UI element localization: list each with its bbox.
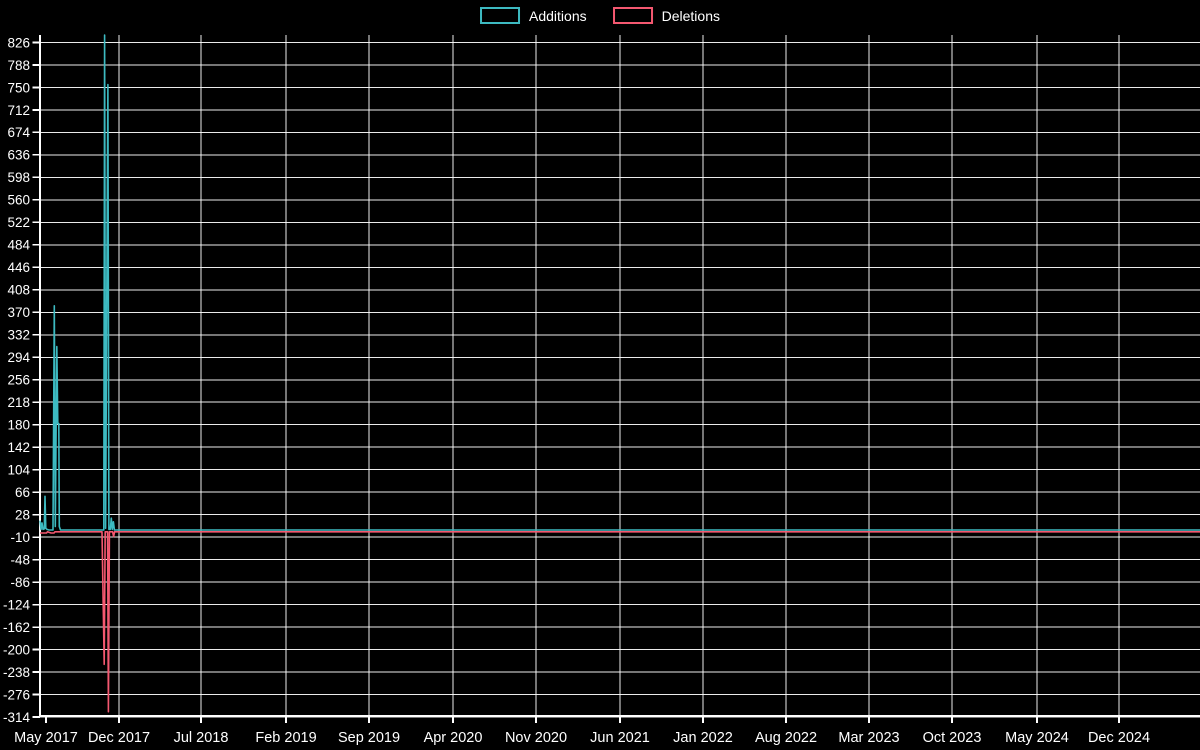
- y-tick-label: 66: [15, 485, 30, 500]
- series-line-additions: [39, 34, 1200, 531]
- x-tick-label: Sep 2019: [338, 730, 400, 746]
- deletions-swatch-icon: [612, 7, 653, 24]
- x-tick-label: May 2024: [1005, 730, 1069, 746]
- y-tick-label: 826: [7, 35, 30, 50]
- y-tick-label: 674: [7, 125, 30, 140]
- y-tick-label: -124: [3, 597, 31, 612]
- x-tick-label: Jun 2021: [590, 730, 650, 746]
- y-tick-label: 294: [7, 350, 30, 365]
- legend-label-deletions: Deletions: [661, 7, 720, 24]
- y-tick-label: 636: [7, 148, 30, 163]
- y-tick-label: 446: [7, 260, 30, 275]
- x-tick-label: Jul 2018: [174, 730, 229, 746]
- legend-item-deletions[interactable]: Deletions: [612, 7, 720, 24]
- y-tick-label: 788: [7, 58, 30, 73]
- plot-area[interactable]: [40, 35, 1200, 716]
- y-tick-label: 598: [7, 170, 30, 185]
- legend: Additions Deletions: [480, 7, 720, 24]
- legend-item-additions[interactable]: Additions: [480, 7, 587, 24]
- y-tick-label: 522: [7, 215, 30, 230]
- x-tick-label: May 2017: [14, 730, 78, 746]
- y-tick-label: 484: [7, 238, 30, 253]
- y-tick-label: 180: [7, 418, 30, 433]
- y-tick-label: 104: [7, 463, 30, 478]
- legend-label-additions: Additions: [529, 7, 587, 24]
- y-tick-label: -10: [10, 530, 30, 545]
- y-tick-label: -200: [3, 642, 30, 657]
- y-tick-label: 142: [7, 440, 30, 455]
- x-tick-label: Dec 2024: [1088, 730, 1150, 746]
- y-tick-label: -48: [10, 552, 30, 567]
- x-tick-label: Mar 2023: [838, 730, 899, 746]
- y-tick-label: 28: [15, 508, 30, 523]
- y-tick-label: 332: [7, 328, 30, 343]
- additions-swatch-icon: [480, 7, 521, 24]
- y-tick-label: -238: [3, 665, 30, 680]
- x-tick-label: Jan 2022: [673, 730, 733, 746]
- x-tick-label: Oct 2023: [923, 730, 982, 746]
- x-tick-label: Dec 2017: [88, 730, 150, 746]
- y-tick-label: 750: [7, 80, 30, 95]
- y-tick-label: 370: [7, 305, 30, 320]
- y-tick-label: -314: [3, 710, 31, 725]
- y-tick-label: 408: [7, 283, 30, 298]
- y-tick-label: 712: [7, 103, 30, 118]
- x-tick-label: Aug 2022: [755, 730, 817, 746]
- x-tick-label: Apr 2020: [424, 730, 483, 746]
- y-tick-label: -162: [3, 620, 30, 635]
- series-line-deletions: [40, 530, 1200, 713]
- y-tick-label: -86: [10, 575, 30, 590]
- y-tick-label: 256: [7, 373, 30, 388]
- y-tick-label: -276: [3, 687, 30, 702]
- y-tick-label: 560: [7, 193, 30, 208]
- x-tick-label: Feb 2019: [255, 730, 316, 746]
- x-tick-label: Nov 2020: [505, 730, 567, 746]
- y-tick-label: 218: [7, 395, 30, 410]
